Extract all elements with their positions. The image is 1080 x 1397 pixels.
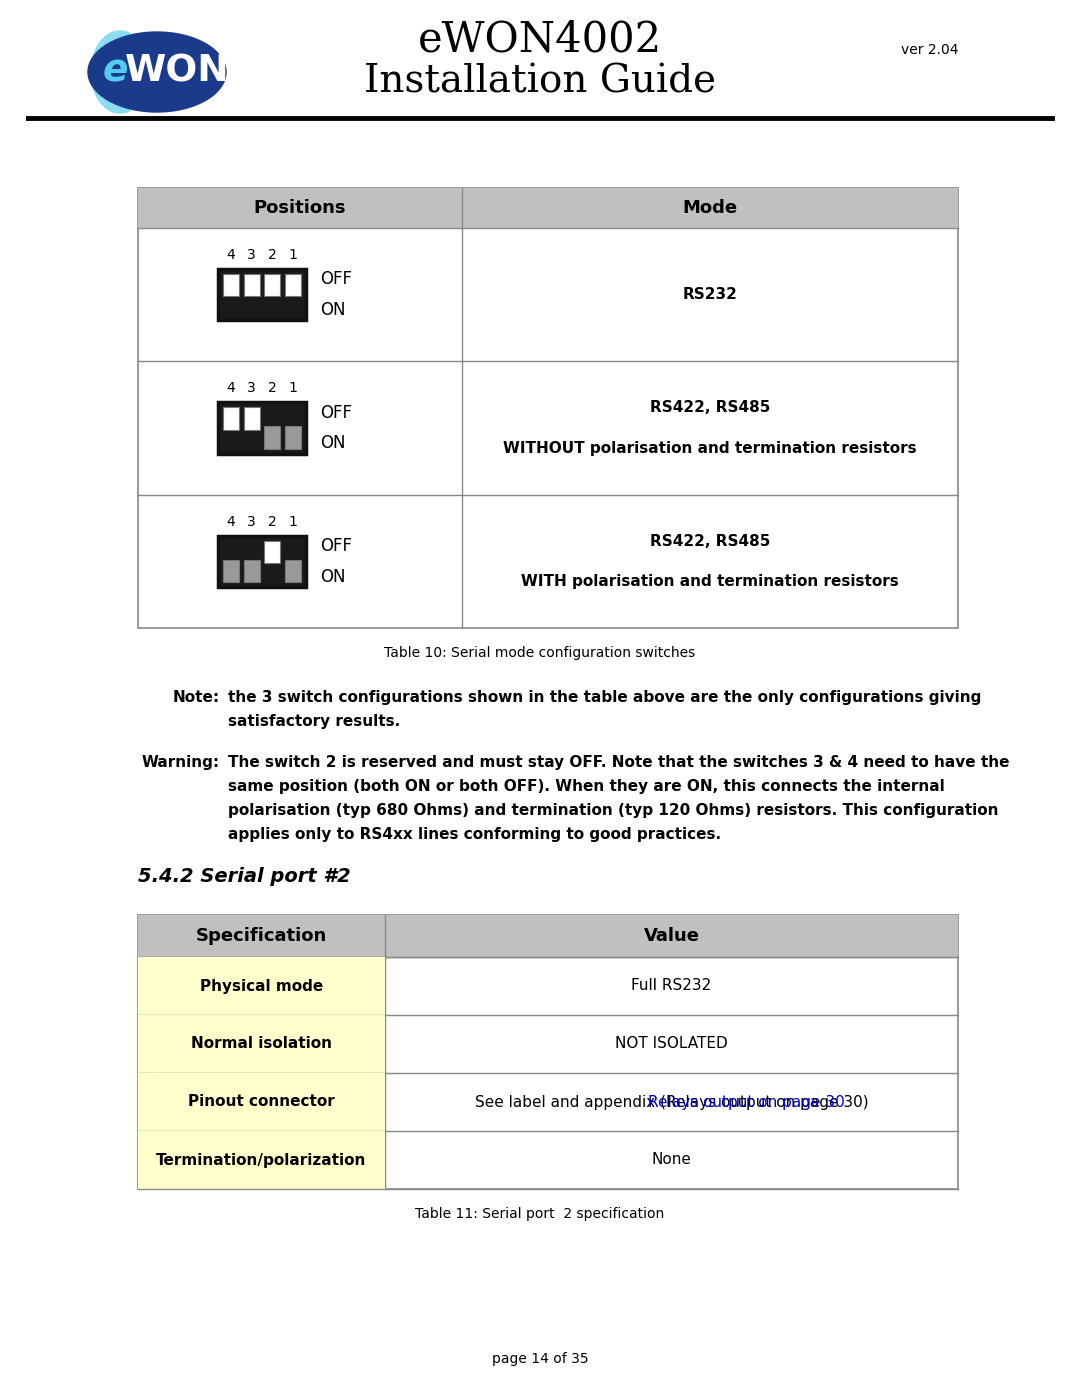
Text: 1: 1: [288, 249, 298, 263]
Text: 2: 2: [268, 249, 276, 263]
Text: 1: 1: [288, 515, 298, 529]
Bar: [244, 560, 259, 583]
Text: applies only to RS4xx lines conforming to good practices.: applies only to RS4xx lines conforming t…: [228, 827, 721, 842]
Text: eWON4002: eWON4002: [418, 20, 662, 61]
Text: ON: ON: [320, 300, 346, 319]
Text: RS422, RS485: RS422, RS485: [650, 534, 770, 549]
Bar: [265, 541, 281, 563]
Text: 2: 2: [268, 381, 276, 395]
Text: Termination/polarization: Termination/polarization: [157, 1153, 367, 1168]
Text: satisfactory results.: satisfactory results.: [228, 714, 401, 729]
Text: Positions: Positions: [254, 198, 347, 217]
Text: 3: 3: [247, 381, 256, 395]
Bar: [138, 1132, 384, 1189]
Text: NOT ISOLATED: NOT ISOLATED: [616, 1037, 728, 1052]
Bar: [138, 189, 958, 228]
Text: See label and appendix (Relays output on page 30): See label and appendix (Relays output on…: [475, 1094, 868, 1109]
Bar: [138, 915, 958, 1189]
Text: 4: 4: [227, 515, 235, 529]
Text: OFF: OFF: [320, 404, 352, 422]
Text: 1: 1: [288, 381, 298, 395]
Text: None: None: [651, 1153, 691, 1168]
Text: Physical mode: Physical mode: [200, 978, 323, 993]
Text: Installation Guide: Installation Guide: [364, 63, 716, 101]
Bar: [138, 957, 384, 1016]
Text: Table 11: Serial port  2 specification: Table 11: Serial port 2 specification: [416, 1207, 664, 1221]
Text: Value: Value: [644, 928, 700, 944]
Text: OFF: OFF: [320, 271, 352, 288]
Text: Table 10: Serial mode configuration switches: Table 10: Serial mode configuration swit…: [384, 645, 696, 659]
Bar: [285, 274, 301, 296]
Bar: [218, 536, 306, 587]
Text: Relays output on page 30: Relays output on page 30: [648, 1094, 845, 1109]
Bar: [138, 189, 958, 629]
Bar: [244, 274, 259, 296]
Ellipse shape: [91, 31, 149, 113]
Ellipse shape: [87, 32, 226, 112]
Text: e: e: [103, 54, 127, 89]
Text: WITHOUT polarisation and termination resistors: WITHOUT polarisation and termination res…: [503, 440, 917, 455]
Text: Warning:: Warning:: [141, 754, 220, 770]
Text: WITH polarisation and termination resistors: WITH polarisation and termination resist…: [522, 574, 899, 588]
Text: OFF: OFF: [320, 536, 352, 555]
Bar: [218, 270, 306, 320]
Text: Specification: Specification: [195, 928, 327, 944]
Text: Mode: Mode: [683, 198, 738, 217]
Text: Full RS232: Full RS232: [632, 978, 712, 993]
Text: polarisation (typ 680 Ohms) and termination (typ 120 Ohms) resistors. This confi: polarisation (typ 680 Ohms) and terminat…: [228, 803, 999, 819]
Text: RS232: RS232: [683, 288, 738, 302]
Bar: [138, 1016, 384, 1073]
Text: ON: ON: [320, 434, 346, 453]
Text: 4: 4: [227, 249, 235, 263]
Bar: [222, 274, 239, 296]
Bar: [285, 560, 301, 583]
Text: ver 2.04: ver 2.04: [901, 43, 959, 57]
Text: WON: WON: [124, 54, 229, 89]
Bar: [244, 408, 259, 430]
Text: page 14 of 35: page 14 of 35: [491, 1352, 589, 1366]
Text: Pinout connector: Pinout connector: [188, 1094, 335, 1109]
Text: 2: 2: [268, 515, 276, 529]
Bar: [265, 274, 281, 296]
Text: Note:: Note:: [173, 690, 220, 705]
Bar: [138, 1073, 384, 1132]
Text: Normal isolation: Normal isolation: [191, 1037, 332, 1052]
Text: 5.4.2 Serial port #2: 5.4.2 Serial port #2: [138, 868, 351, 886]
Text: RS422, RS485: RS422, RS485: [650, 401, 770, 415]
Text: The switch 2 is reserved and must stay OFF. Note that the switches 3 & 4 need to: The switch 2 is reserved and must stay O…: [228, 754, 1010, 770]
Text: Relays output on page 30: Relays output on page 30: [573, 1094, 770, 1109]
Bar: [222, 408, 239, 430]
Bar: [285, 426, 301, 448]
Text: the 3 switch configurations shown in the table above are the only configurations: the 3 switch configurations shown in the…: [228, 690, 982, 705]
Bar: [218, 402, 306, 454]
Text: 3: 3: [247, 249, 256, 263]
Bar: [265, 426, 281, 448]
Text: same position (both ON or both OFF). When they are ON, this connects the interna: same position (both ON or both OFF). Whe…: [228, 780, 945, 793]
Bar: [138, 915, 958, 957]
Text: 3: 3: [247, 515, 256, 529]
Text: 4: 4: [227, 381, 235, 395]
Bar: [222, 560, 239, 583]
Text: ON: ON: [320, 567, 346, 585]
